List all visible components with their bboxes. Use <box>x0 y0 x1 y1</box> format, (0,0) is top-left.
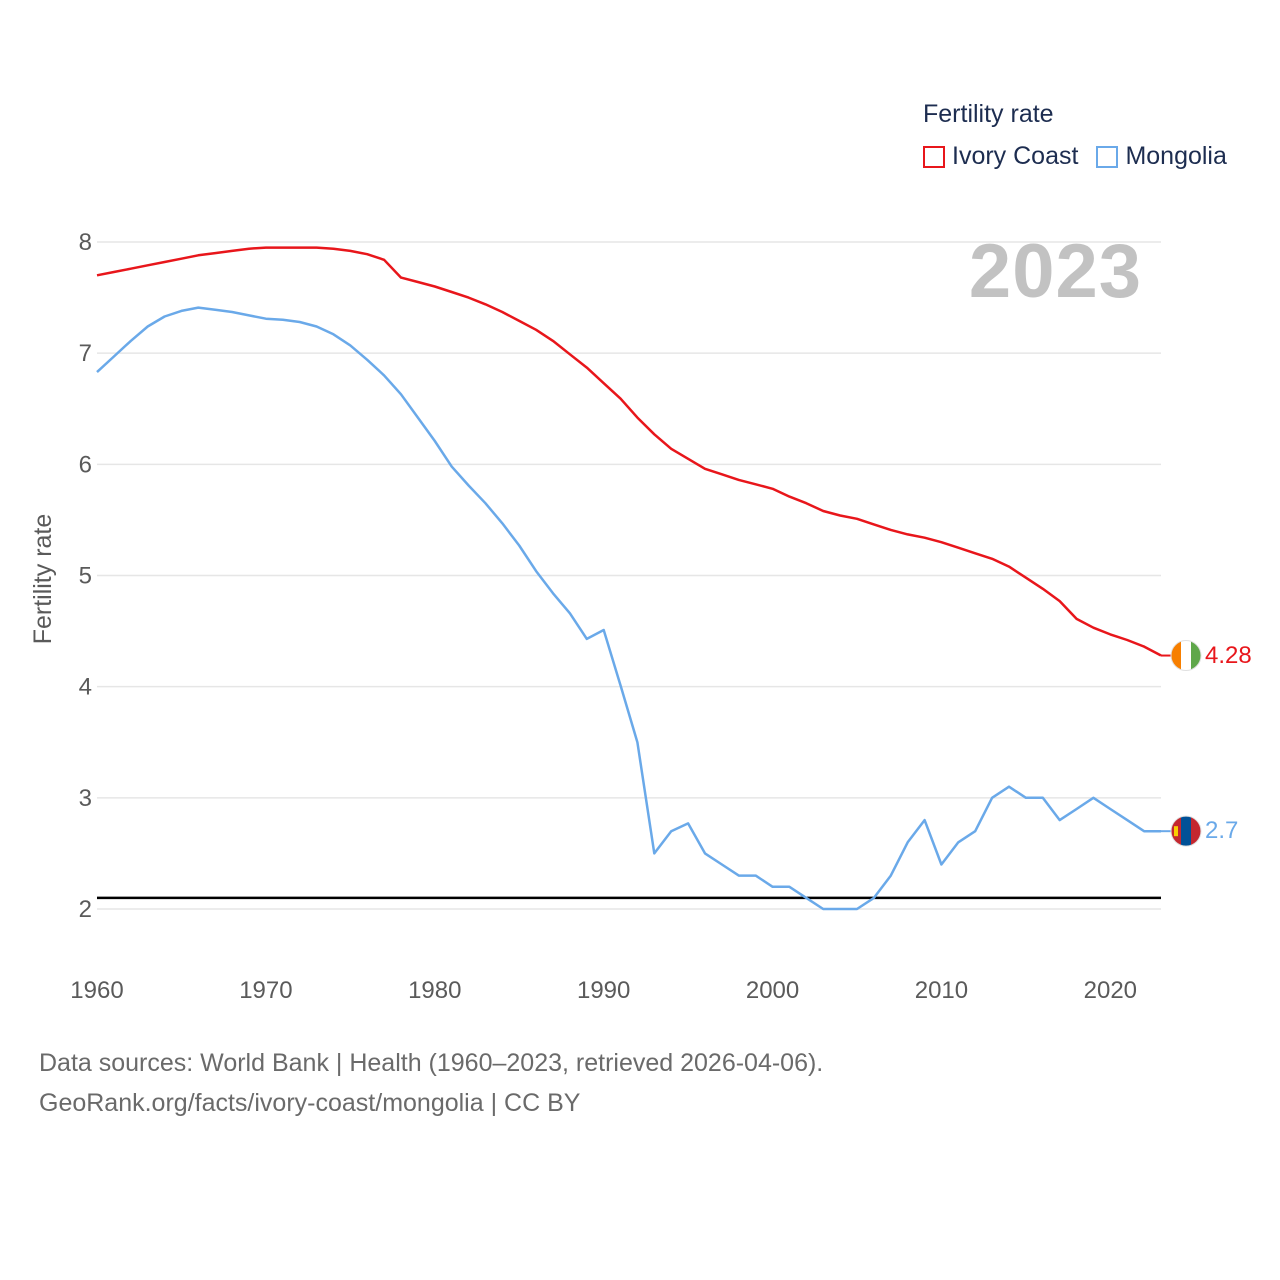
legend-swatch-mongolia <box>1096 145 1119 168</box>
y-tick-label: 5 <box>79 563 92 590</box>
x-tick-label: 1980 <box>408 977 461 1004</box>
legend-label-ivory-coast: Ivory Coast <box>952 142 1079 170</box>
x-tick-label: 2000 <box>746 977 799 1004</box>
x-tick-label: 2010 <box>915 977 968 1004</box>
x-tick-label: 1970 <box>239 977 292 1004</box>
x-axis-ticks: 1960 1970 1980 1990 2000 2010 2020 <box>70 977 1137 1004</box>
legend: Ivory Coast Mongolia <box>923 142 1245 171</box>
legend-title: Fertility rate <box>923 100 1054 128</box>
y-tick-label: 7 <box>79 340 92 367</box>
x-tick-label: 1960 <box>70 977 123 1004</box>
x-tick-label: 1990 <box>577 977 630 1004</box>
x-tick-label: 2020 <box>1084 977 1137 1004</box>
ivory-coast-flag-icon <box>1170 640 1202 672</box>
series-line-ivory-coast[interactable] <box>96 246 1162 657</box>
y-axis-ticks: 2 3 4 5 6 7 8 <box>79 229 92 923</box>
legend-item-ivory-coast[interactable]: Ivory Coast <box>923 142 1078 171</box>
y-tick-label: 3 <box>79 785 92 812</box>
mongolia-flag-icon <box>1170 815 1202 847</box>
legend-label-mongolia: Mongolia <box>1125 142 1227 170</box>
current-year-label: 2023 <box>968 229 1142 314</box>
footer: Data sources: World Bank | Health (1960–… <box>39 1043 823 1123</box>
mongolia-end-value: 2.7 <box>1205 817 1239 845</box>
y-tick-label: 4 <box>79 674 92 701</box>
gridlines <box>97 241 1161 910</box>
legend-swatch-ivory-coast <box>923 145 945 168</box>
y-tick-label: 2 <box>79 896 92 923</box>
series-lines <box>96 246 1173 911</box>
y-tick-label: 8 <box>79 229 92 256</box>
y-tick-label: 6 <box>79 451 92 478</box>
flag-outline <box>1170 640 1202 672</box>
series-line-mongolia[interactable] <box>96 306 1161 911</box>
ivory-coast-end-value: 4.28 <box>1205 641 1252 669</box>
source-url-text[interactable]: GeoRank.org/facts/ivory-coast/mongolia |… <box>39 1089 581 1117</box>
y-axis-label: Fertility rate <box>29 514 57 645</box>
flag-outline <box>1170 815 1202 847</box>
data-source-text: Data sources: World Bank | Health (1960–… <box>39 1049 824 1077</box>
legend-item-mongolia[interactable]: Mongolia <box>1096 142 1227 171</box>
